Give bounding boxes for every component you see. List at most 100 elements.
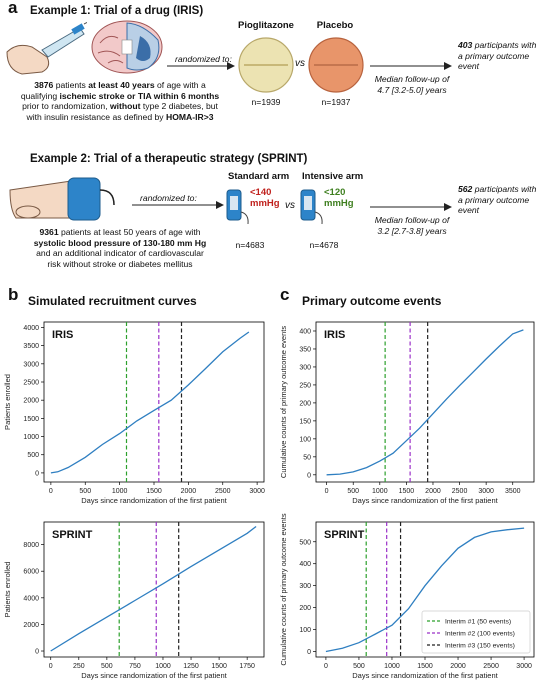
x-tick-label: 1750 — [239, 663, 255, 670]
example1-arm2-n: n=1937 — [321, 97, 351, 107]
y-tick-label: 300 — [299, 583, 311, 590]
x-tick-label: 750 — [129, 663, 141, 670]
panel-c-title: Primary outcome events — [302, 294, 442, 308]
x-tick-label: 250 — [73, 663, 85, 670]
y-tick-label: 350 — [299, 346, 311, 353]
x-axis-label: Days since randomization of the first pa… — [81, 671, 227, 680]
chart-b-iris: 0 500 1000 1500 2000 2500 3000 0 500 1000 1500 2000… — [3, 321, 265, 505]
y-tick-label: 400 — [299, 328, 311, 335]
example2-arm2-n: n=4678 — [309, 240, 339, 250]
x-tick-label: 500 — [353, 663, 365, 670]
x-tick-label: 0 — [49, 663, 53, 670]
standard-target: <140 mmHg — [250, 187, 280, 209]
x-tick-label: 500 — [79, 488, 91, 495]
y-tick-label: 6000 — [23, 569, 39, 576]
x-tick-label: 3500 — [505, 488, 521, 495]
blood-pressure-cuff-icon — [9, 177, 115, 221]
example1-followup-arrow — [370, 62, 452, 70]
panel-b-title: Simulated recruitment curves — [28, 294, 197, 308]
x-tick-label: 1000 — [112, 488, 128, 495]
panel-c-letter: c — [280, 285, 290, 304]
intensive-arm-label: Intensive arm — [302, 171, 364, 182]
y-tick-label: 500 — [299, 539, 311, 546]
example1-title: Example 1: Trial of a drug (IRIS) — [30, 5, 204, 17]
chart-label: IRIS — [52, 329, 73, 341]
x-tick-label: 3000 — [478, 488, 494, 495]
example1-vs: vs — [295, 58, 305, 69]
y-tick-label: 500 — [27, 452, 39, 459]
y-tick-label: 4000 — [23, 595, 39, 602]
brain-icon — [91, 20, 163, 74]
x-tick-label: 0 — [325, 488, 329, 495]
y-tick-label: 100 — [299, 627, 311, 634]
panel-a-letter: a — [8, 0, 18, 17]
y-tick-label: 2000 — [23, 398, 39, 405]
legend-box — [421, 610, 531, 654]
y-tick-label: 1500 — [23, 416, 39, 423]
x-tick-label: 1500 — [417, 663, 433, 670]
y-axis-label: Patients enrolled — [3, 374, 12, 430]
example2-randomize-arrow — [132, 201, 224, 209]
x-tick-label: 2500 — [483, 663, 499, 670]
y-tick-label: 100 — [299, 436, 311, 443]
example1-arm1-n: n=1939 — [251, 97, 281, 107]
x-tick-label: 0 — [324, 663, 328, 670]
plot-frame — [315, 321, 535, 483]
x-tick-label: 1500 — [399, 488, 415, 495]
y-axis-label: Patients enrolled — [3, 562, 12, 618]
x-axis-label: Days since randomization of the first pa… — [81, 496, 227, 505]
example2-outcome: 562 participants with a primary outcome … — [458, 184, 537, 216]
x-tick-label: 1250 — [183, 663, 199, 670]
example1-n: 3876 — [34, 80, 54, 90]
example1-randomized-label: randomized to: — [175, 54, 232, 64]
legend-entry: Interim #2 (100 events) — [445, 631, 515, 638]
y-tick-label: 4000 — [23, 325, 39, 332]
example2-followup: Median follow-up of 3.2 [2.7-3.8] years — [374, 215, 450, 236]
y-tick-label: 50 — [303, 454, 311, 461]
standard-bp-monitor-icon — [226, 189, 249, 225]
intensive-target: <120 mmHg — [324, 187, 354, 209]
y-tick-label: 1000 — [23, 434, 39, 441]
example2-followup-arrow — [370, 203, 452, 211]
example1-followup: Median follow-up of 4.7 [3.2-5.0] years — [374, 74, 450, 95]
y-tick-label: 2500 — [23, 380, 39, 387]
x-tick-label: 2500 — [215, 488, 231, 495]
y-tick-label: 0 — [307, 649, 311, 656]
example1-outcome: 403 participants with a primary outcome … — [458, 40, 537, 72]
x-tick-label: 1500 — [211, 663, 227, 670]
x-tick-label: 2000 — [181, 488, 197, 495]
chart-c-iris: 0 500 1000 1500 2000 2500 3000 3500 0 50 100 150 200… — [279, 321, 535, 505]
chart-label: IRIS — [324, 329, 345, 341]
plot-frame — [43, 521, 265, 658]
x-tick-label: 2500 — [452, 488, 468, 495]
x-axis-label: Days since randomization of the first pa… — [352, 671, 498, 680]
placebo-label: Placebo — [316, 20, 354, 31]
x-tick-label: 3000 — [516, 663, 532, 670]
example2-arm1-n: n=4683 — [235, 240, 265, 250]
example2-description: 9361 patients at least 50 years of age w… — [33, 227, 207, 269]
data-line — [326, 329, 524, 476]
x-tick-label: 500 — [347, 488, 359, 495]
x-tick-label: 2000 — [450, 663, 466, 670]
x-tick-label: 1500 — [146, 488, 162, 495]
y-axis-label: Cumulative counts of primary outcome eve… — [279, 326, 288, 478]
y-axis-label: Cumulative counts of primary outcome eve… — [279, 513, 288, 665]
pioglitazone-pill-icon — [238, 37, 294, 93]
placebo-pill-icon — [308, 37, 364, 93]
data-line — [50, 525, 257, 652]
pioglitazone-label: Pioglitazone — [238, 20, 294, 31]
example1-randomize-arrow — [167, 62, 235, 70]
y-tick-label: 150 — [299, 418, 311, 425]
panel-b-letter: b — [8, 285, 19, 304]
syringe-hand-icon — [6, 22, 87, 75]
x-tick-label: 500 — [101, 663, 113, 670]
y-tick-label: 0 — [307, 472, 311, 479]
x-tick-label: 2000 — [425, 488, 441, 495]
legend-entry: Interim #3 (150 events) — [445, 643, 515, 650]
y-tick-label: 300 — [299, 364, 311, 371]
x-axis-label: Days since randomization of the first pa… — [352, 496, 498, 505]
x-tick-label: 1000 — [155, 663, 171, 670]
chart-label: SPRINT — [324, 529, 365, 541]
y-tick-label: 200 — [299, 400, 311, 407]
x-tick-label: 1000 — [372, 488, 388, 495]
